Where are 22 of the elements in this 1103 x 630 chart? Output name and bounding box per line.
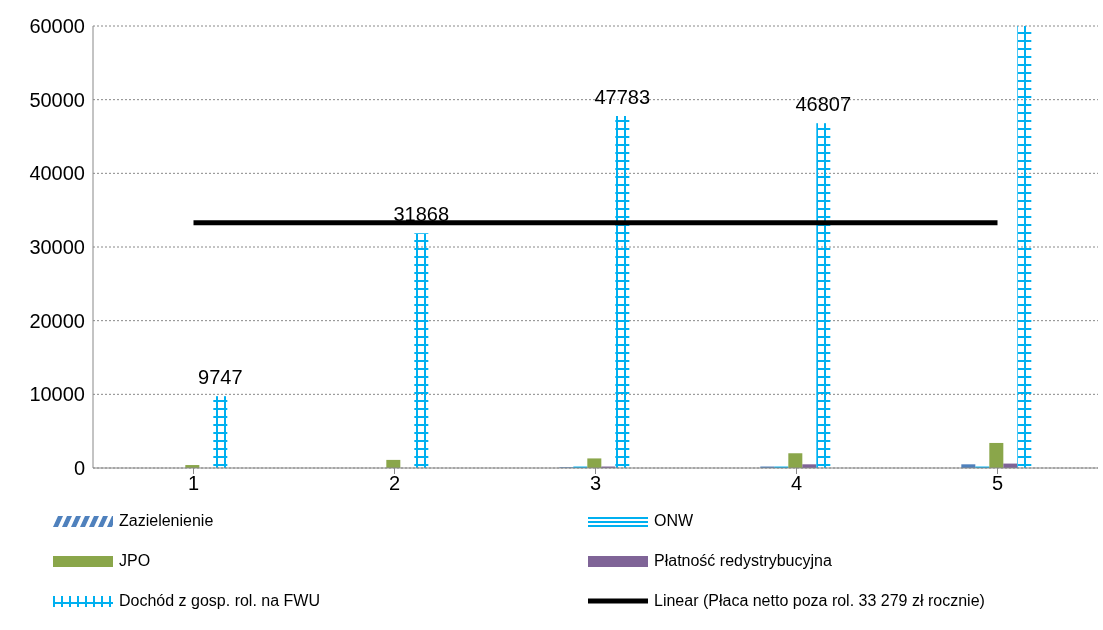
legend-label: Zazielenienie xyxy=(119,512,214,530)
x-tick-label: 5 xyxy=(991,472,1004,495)
y-tick-label: 10000 xyxy=(29,383,85,406)
x-tick-label: 4 xyxy=(790,472,803,495)
legend-label: JPO xyxy=(119,552,151,570)
legend-label: Dochód z gosp. rol. na FWU xyxy=(119,592,320,610)
y-tick-label: 40000 xyxy=(29,162,85,185)
data-label: 31868 xyxy=(393,203,450,226)
y-tick-label: 30000 xyxy=(29,236,85,259)
x-tick-label: 1 xyxy=(187,472,200,495)
data-label: 46807 xyxy=(795,93,852,116)
x-tick-label: 2 xyxy=(388,472,401,495)
y-tick-label: 60000 xyxy=(29,15,85,38)
y-tick-label: 20000 xyxy=(29,309,85,332)
data-label: 47783 xyxy=(594,86,651,108)
y-tick-label: 50000 xyxy=(29,88,85,111)
y-tick-label: 0 xyxy=(73,457,85,480)
legend-label: Płatność redystrybucyjna xyxy=(654,552,832,570)
legend-label: ONW xyxy=(654,512,694,530)
legend-label: Linear (Płaca netto poza rol. 33 279 zł rocznie) xyxy=(654,592,985,610)
data-label: 9747 xyxy=(198,366,243,389)
x-tick-label: 3 xyxy=(589,472,602,495)
